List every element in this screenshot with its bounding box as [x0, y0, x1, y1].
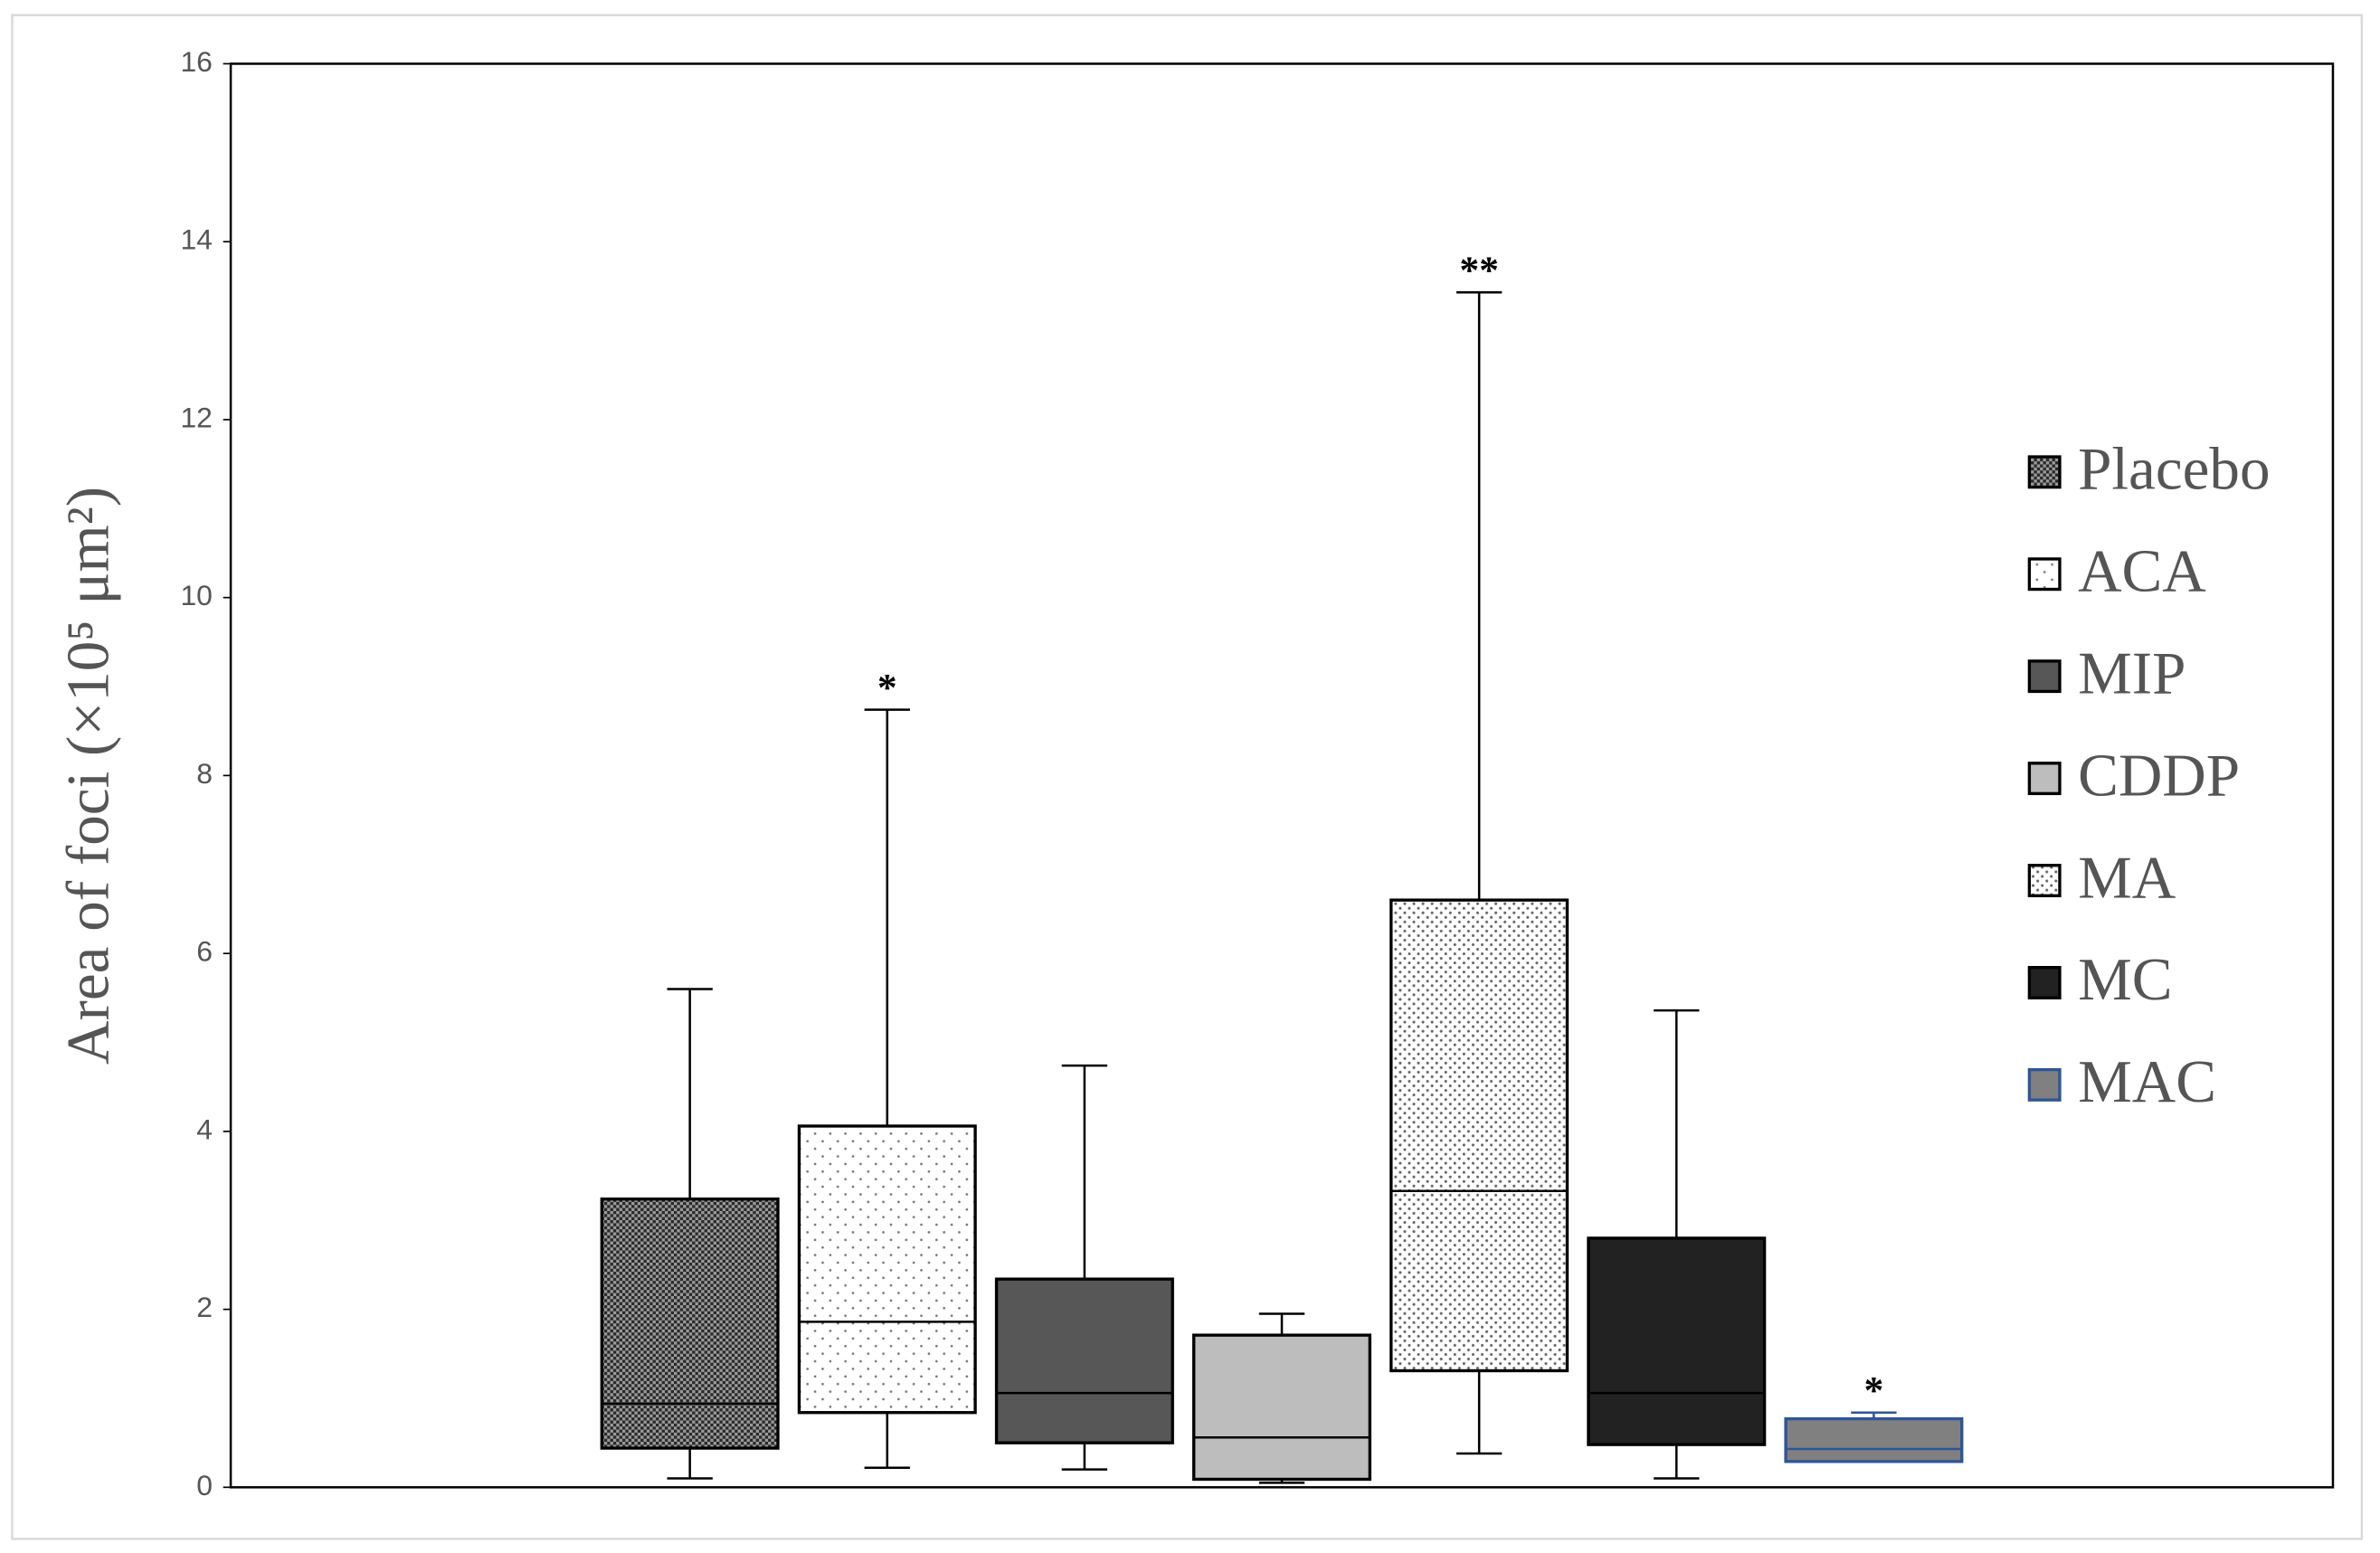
- legend-label: MAC: [2078, 1047, 2216, 1115]
- legend-swatch: [2027, 864, 2062, 897]
- box: [600, 1197, 780, 1450]
- legend-swatch: [2027, 762, 2062, 796]
- legend-swatch: [2027, 659, 2062, 694]
- legend-label: MIP: [2078, 639, 2186, 706]
- y-axis-label: Area of foci (×10⁵ μm²): [53, 487, 121, 1065]
- image-frame: [11, 14, 2364, 1540]
- box: [1192, 1333, 1372, 1482]
- annotation: *: [877, 667, 897, 710]
- annotation: *: [1863, 1369, 1883, 1413]
- legend-label: MA: [2078, 843, 2176, 911]
- box: [994, 1277, 1174, 1444]
- y-tick-label: 0: [196, 1469, 213, 1501]
- legend-swatch: [2027, 557, 2062, 592]
- legend-label: CDDP: [2078, 741, 2240, 809]
- box: [1784, 1416, 1964, 1463]
- legend-swatch: [2027, 1067, 2062, 1102]
- y-tick-label: 2: [196, 1291, 213, 1323]
- box: [1389, 898, 1569, 1373]
- legend-swatch: [2027, 965, 2062, 999]
- y-tick-label: 16: [180, 45, 212, 78]
- y-tick-label: 6: [196, 935, 213, 968]
- box: [1587, 1236, 1767, 1446]
- legend-label: Placebo: [2078, 435, 2270, 503]
- box: [797, 1124, 977, 1415]
- plot-frame: [229, 62, 2335, 1489]
- y-tick-label: 12: [180, 401, 212, 433]
- annotation: **: [1459, 249, 1499, 292]
- legend-label: MC: [2078, 945, 2172, 1013]
- legend-label: ACA: [2078, 537, 2206, 605]
- y-tick-label: 4: [196, 1113, 213, 1145]
- y-tick-label: 14: [180, 223, 212, 256]
- y-tick-label: 10: [180, 579, 212, 611]
- legend-swatch: [2027, 455, 2062, 489]
- y-tick-label: 8: [196, 757, 213, 790]
